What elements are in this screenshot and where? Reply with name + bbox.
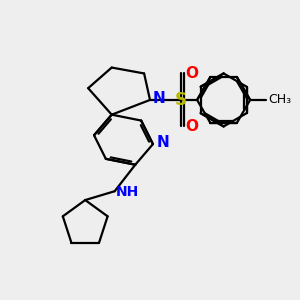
Text: N: N xyxy=(157,135,169,150)
Text: N: N xyxy=(153,91,166,106)
Text: O: O xyxy=(185,119,198,134)
Text: CH₃: CH₃ xyxy=(268,93,291,106)
Text: NH: NH xyxy=(116,185,140,199)
Text: S: S xyxy=(175,91,187,109)
Text: O: O xyxy=(185,66,198,81)
